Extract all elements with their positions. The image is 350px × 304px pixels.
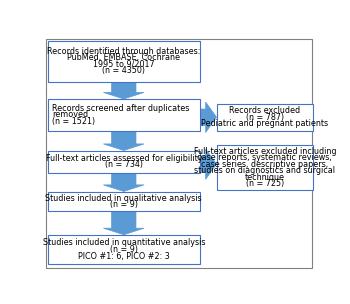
Text: 1995 to 9/2017: 1995 to 9/2017	[93, 60, 155, 69]
Text: Full-text articles excluded including: Full-text articles excluded including	[194, 147, 336, 156]
Text: (n = 4350): (n = 4350)	[102, 66, 145, 75]
Text: (n = 734): (n = 734)	[105, 161, 143, 170]
Text: Studies included in quantitative analysis: Studies included in quantitative analysi…	[42, 238, 205, 247]
Text: (n = 725): (n = 725)	[246, 179, 284, 188]
FancyBboxPatch shape	[48, 150, 200, 173]
Text: technique: technique	[245, 173, 285, 182]
Text: Studies included in qualitative analysis: Studies included in qualitative analysis	[46, 194, 202, 203]
Polygon shape	[103, 131, 144, 150]
FancyBboxPatch shape	[48, 192, 200, 212]
Text: PubMed, EMBASE, Cochrane: PubMed, EMBASE, Cochrane	[67, 53, 180, 62]
Text: Pediatric and pregnant patients: Pediatric and pregnant patients	[201, 119, 328, 128]
Text: removed: removed	[52, 110, 88, 119]
FancyBboxPatch shape	[48, 235, 200, 264]
Polygon shape	[103, 82, 144, 99]
Text: Records screened after duplicates: Records screened after duplicates	[52, 104, 189, 113]
FancyBboxPatch shape	[48, 99, 200, 131]
Text: (n = 787): (n = 787)	[246, 113, 284, 122]
FancyBboxPatch shape	[217, 145, 313, 190]
FancyBboxPatch shape	[48, 40, 200, 81]
Text: Records excluded: Records excluded	[229, 106, 300, 115]
FancyBboxPatch shape	[217, 104, 313, 131]
Text: Full-text articles assessed for eligibility: Full-text articles assessed for eligibil…	[46, 154, 202, 163]
Text: case reports, systematic reviews,: case reports, systematic reviews,	[197, 153, 332, 162]
Polygon shape	[103, 212, 144, 235]
Text: Records identified through databases:: Records identified through databases:	[47, 47, 201, 56]
Text: (n = 9): (n = 9)	[110, 200, 138, 209]
Text: studies on diagnostics and surgical: studies on diagnostics and surgical	[194, 166, 335, 175]
Text: case series, descriptive papers,: case series, descriptive papers,	[201, 160, 328, 169]
Text: (n = 9): (n = 9)	[110, 245, 138, 254]
Polygon shape	[200, 149, 217, 179]
Text: PICO #1: 6, PICO #2: 3: PICO #1: 6, PICO #2: 3	[78, 251, 170, 261]
Text: (n = 1521): (n = 1521)	[52, 117, 95, 126]
Polygon shape	[103, 173, 144, 192]
Polygon shape	[200, 102, 217, 133]
